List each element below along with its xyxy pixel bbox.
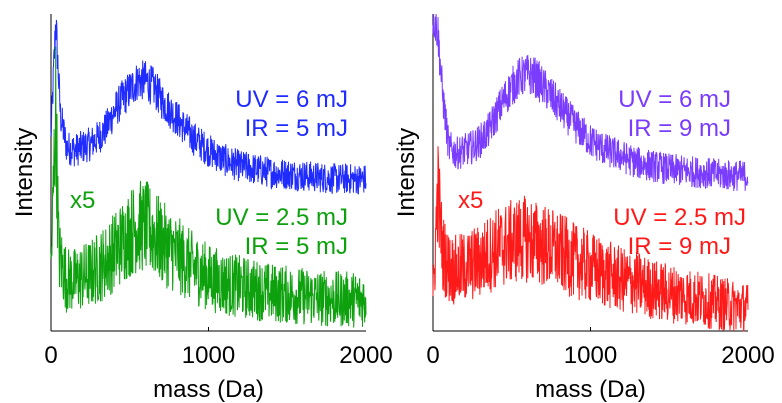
- left-panel-y-axis-label: Intensity: [11, 128, 38, 217]
- right-panel-series-0-line: [432, 13, 749, 192]
- left-panel-x-tick-label-1000: 1000: [182, 342, 235, 369]
- right-panel-x-axis-label: mass (Da): [535, 376, 646, 403]
- right-panel-lower-ir-label: IR = 9 mJ: [628, 233, 731, 260]
- left-panel-scale-label: x5: [70, 187, 95, 214]
- left-panel-x-axis-label: mass (Da): [153, 376, 264, 403]
- left-panel-x-tick-label-0: 0: [44, 342, 57, 369]
- right-panel-upper-ir-label: IR = 9 mJ: [628, 115, 731, 142]
- right-panel-traces: [432, 13, 749, 332]
- right-panel-scale-label: x5: [458, 187, 483, 214]
- left-panel-lower-ir-label: IR = 5 mJ: [245, 233, 348, 260]
- left-panel: 0 1000 2000 mass (Da) Intensity UV = 6 m…: [11, 14, 393, 403]
- right-panel: 0 1000 2000 mass (Da) Intensity UV = 6 m…: [393, 13, 775, 403]
- left-panel-lower-uv-label: UV = 2.5 mJ: [215, 204, 348, 231]
- right-panel-upper-uv-label: UV = 6 mJ: [618, 86, 731, 113]
- right-panel-x-tick-label-1000: 1000: [564, 342, 617, 369]
- right-panel-x-tick-label-2000: 2000: [721, 342, 774, 369]
- right-panel-y-axis-label: Intensity: [393, 128, 420, 217]
- left-panel-traces: [50, 19, 367, 328]
- left-panel-series-1-line: [50, 46, 367, 328]
- right-panel-series-1-line: [432, 146, 749, 332]
- left-panel-series-0-line: [50, 19, 367, 195]
- right-panel-lower-uv-label: UV = 2.5 mJ: [613, 204, 746, 231]
- left-panel-upper-ir-label: IR = 5 mJ: [245, 115, 348, 142]
- left-panel-x-tick-label-2000: 2000: [339, 342, 392, 369]
- left-panel-upper-uv-label: UV = 6 mJ: [235, 86, 348, 113]
- right-panel-x-tick-label-0: 0: [426, 342, 439, 369]
